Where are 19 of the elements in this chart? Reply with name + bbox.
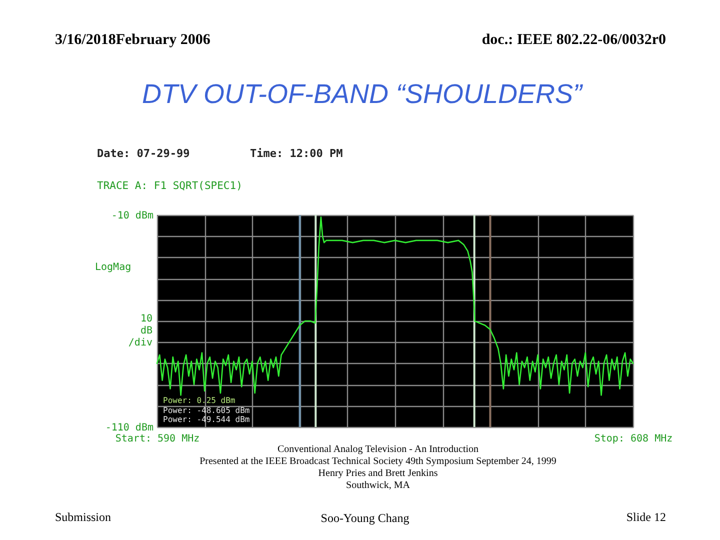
chart-title: DTV OUT-OF-BAND “SHOULDERS”: [142, 79, 584, 109]
text: Conventional Analog Television - An Introduction: [277, 444, 479, 455]
text: TRACE A: F1 SQRT(SPEC1): [97, 180, 242, 192]
y-tick-label: -10 dBm: [111, 210, 154, 222]
text: LogMag: [95, 262, 132, 273]
text: Date: 07-29-99: [97, 147, 190, 160]
text: Time: 12:00 PM: [250, 147, 344, 160]
x-tick-label: Start: 590 MHz: [115, 434, 200, 444]
text: Presented at the IEEE Broadcast Technical Society 49th Symposium September 24, 1999: [200, 456, 556, 467]
text: Southwick, MA: [346, 480, 411, 491]
y-axis-title: 10 dB /div: [128, 314, 152, 348]
text: 3/16/2018February 2006: [55, 32, 211, 48]
text: Soo-Young Chang: [320, 511, 410, 525]
text: Submission: [55, 510, 112, 524]
text: doc.: IEEE 802.22-06/0032r0: [482, 32, 666, 48]
text: Henry Pries and Brett Jenkins: [318, 468, 438, 479]
x-tick-label: Stop: 608 MHz: [594, 434, 673, 444]
text: Slide 12: [626, 510, 666, 524]
y-tick-label: -110 dBm: [105, 422, 154, 434]
